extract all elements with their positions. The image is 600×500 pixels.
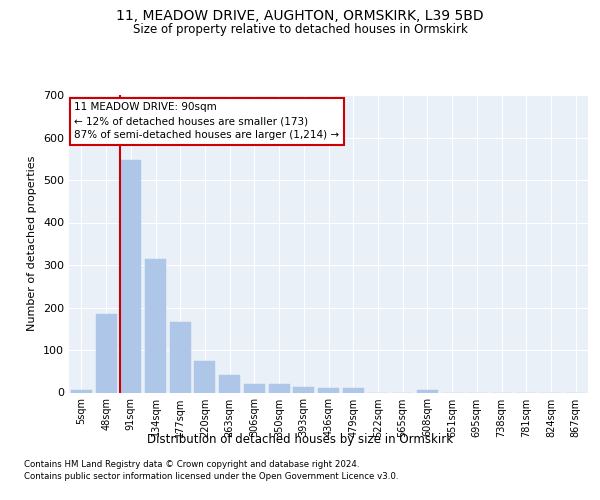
Text: Size of property relative to detached houses in Ormskirk: Size of property relative to detached ho…	[133, 22, 467, 36]
Bar	[194, 360, 215, 392]
Text: Contains HM Land Registry data © Crown copyright and database right 2024.: Contains HM Land Registry data © Crown c…	[24, 460, 359, 469]
Bar	[293, 387, 314, 392]
Bar	[318, 388, 339, 392]
Y-axis label: Number of detached properties: Number of detached properties	[28, 156, 37, 332]
Bar	[170, 322, 191, 392]
Bar	[244, 384, 265, 392]
Text: Contains public sector information licensed under the Open Government Licence v3: Contains public sector information licen…	[24, 472, 398, 481]
Text: 11 MEADOW DRIVE: 90sqm
← 12% of detached houses are smaller (173)
87% of semi-de: 11 MEADOW DRIVE: 90sqm ← 12% of detached…	[74, 102, 340, 141]
Bar	[120, 160, 141, 392]
Text: 11, MEADOW DRIVE, AUGHTON, ORMSKIRK, L39 5BD: 11, MEADOW DRIVE, AUGHTON, ORMSKIRK, L39…	[116, 9, 484, 23]
Bar	[95, 314, 116, 392]
Bar	[343, 388, 364, 392]
Bar	[219, 374, 240, 392]
Bar	[71, 390, 92, 392]
Bar	[145, 258, 166, 392]
Text: Distribution of detached houses by size in Ormskirk: Distribution of detached houses by size …	[147, 432, 453, 446]
Bar	[269, 384, 290, 392]
Bar	[417, 390, 438, 392]
